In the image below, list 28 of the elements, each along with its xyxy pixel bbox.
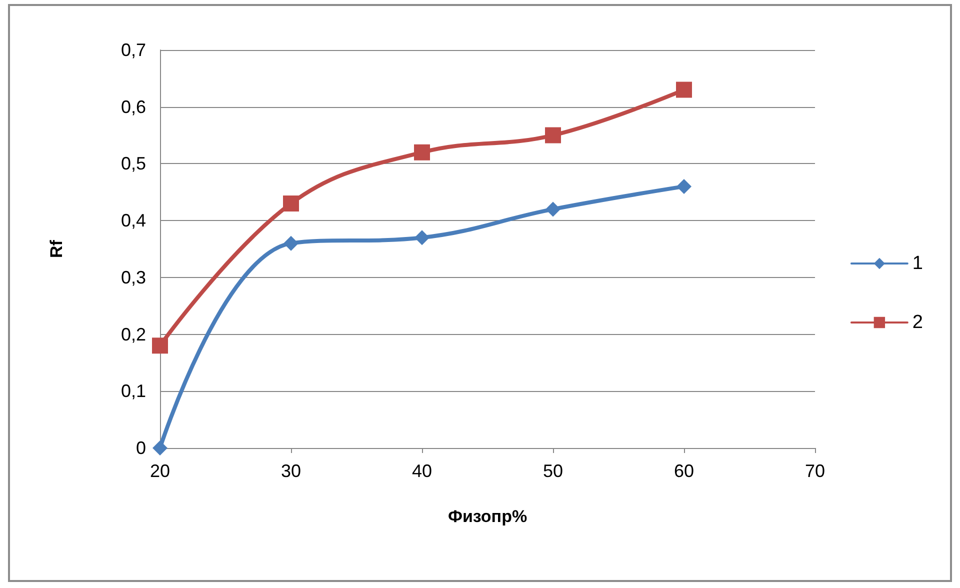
point: [546, 202, 560, 217]
point: [545, 127, 561, 144]
y-tick-label: 0,1: [120, 381, 146, 402]
point: [414, 230, 430, 246]
x-tick-label: 60: [674, 461, 694, 481]
y-tick-label: 0,6: [120, 96, 146, 117]
x-tick-label: 30: [280, 461, 302, 481]
point: [414, 144, 430, 160]
point: [283, 196, 299, 212]
legend-label: 1: [912, 253, 924, 274]
y-tick-label: 0: [136, 438, 146, 458]
x-tick-label: 40: [412, 461, 432, 481]
y-tick-label: 0,5: [120, 154, 146, 174]
point: [676, 178, 692, 194]
point: [152, 338, 168, 354]
y-tick-label: 0,3: [120, 267, 146, 288]
x-tick-label: 70: [804, 461, 826, 481]
y-tick-label: 0,4: [120, 210, 146, 231]
x-axis-title: Физопр%: [448, 507, 528, 526]
y-axis-title: Rf: [47, 240, 66, 258]
legend-label: 2: [912, 312, 924, 333]
y-tick-label: 0,2: [120, 324, 146, 344]
point: [676, 82, 692, 98]
x-tick-label: 20: [150, 461, 170, 481]
point: [152, 440, 168, 456]
x-tick-label: 50: [542, 461, 564, 481]
y-tick-label: 0,7: [120, 40, 146, 60]
point: [284, 236, 298, 251]
